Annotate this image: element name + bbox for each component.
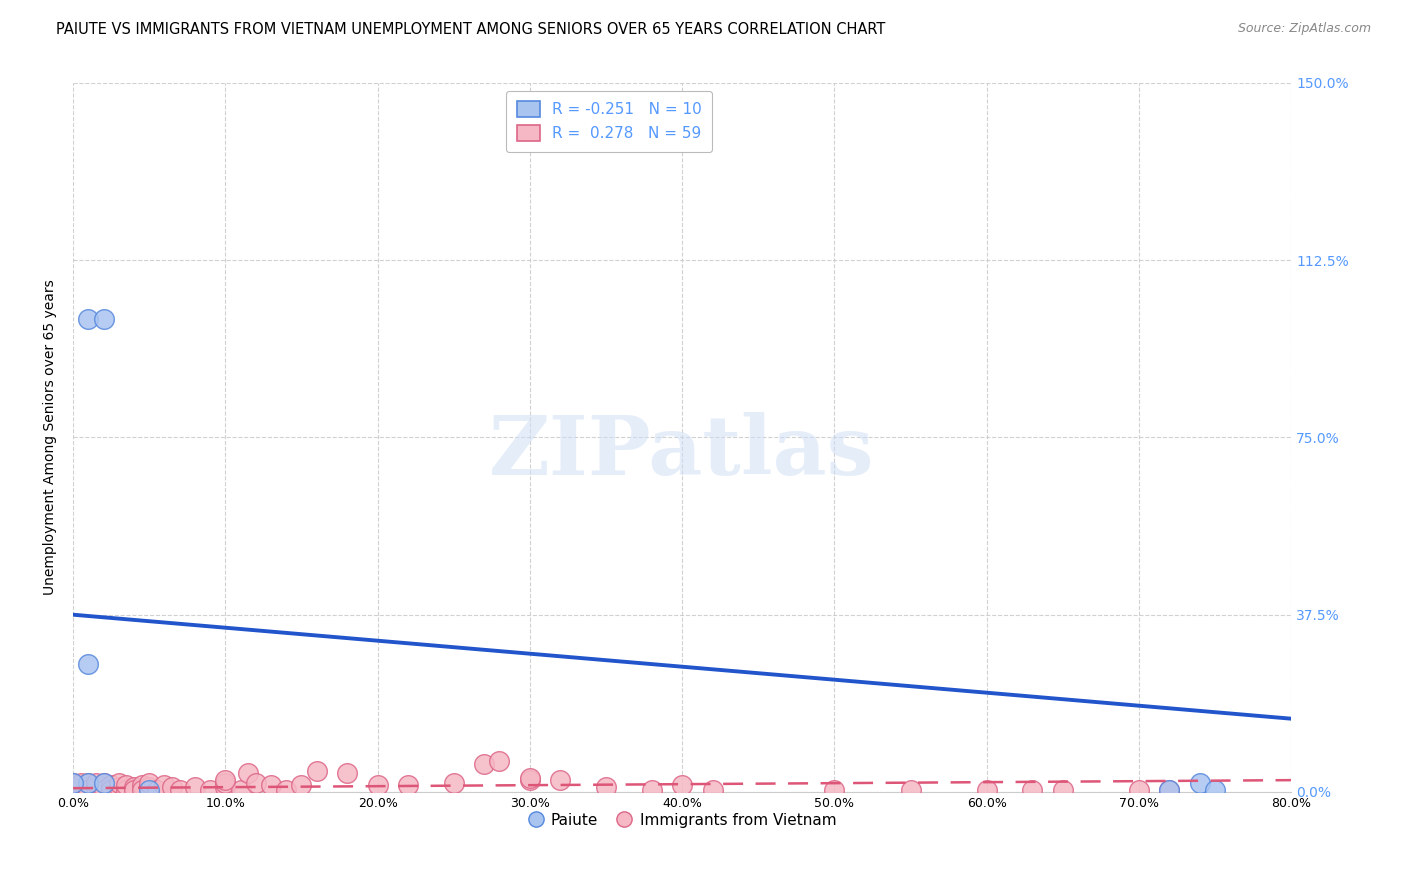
Point — [1204, 782, 1226, 797]
Point — [138, 775, 160, 789]
Point — [77, 780, 100, 795]
Text: Source: ZipAtlas.com: Source: ZipAtlas.com — [1237, 22, 1371, 36]
Point — [1128, 782, 1150, 797]
Point — [276, 782, 298, 797]
Point — [519, 771, 541, 785]
Point — [1188, 775, 1211, 789]
Point — [62, 775, 84, 789]
Point — [260, 778, 283, 792]
Point — [77, 312, 100, 326]
Point — [122, 782, 145, 797]
Point — [93, 775, 115, 789]
Point — [69, 775, 91, 789]
Point — [214, 773, 236, 788]
Point — [198, 782, 221, 797]
Point — [77, 775, 100, 789]
Point — [77, 657, 100, 672]
Point — [107, 780, 129, 795]
Point — [100, 782, 122, 797]
Point — [131, 778, 153, 792]
Text: PAIUTE VS IMMIGRANTS FROM VIETNAM UNEMPLOYMENT AMONG SENIORS OVER 65 YEARS CORRE: PAIUTE VS IMMIGRANTS FROM VIETNAM UNEMPL… — [56, 22, 886, 37]
Point — [305, 764, 328, 778]
Point — [229, 782, 252, 797]
Point — [290, 778, 312, 792]
Point — [550, 773, 572, 788]
Legend: Paiute, Immigrants from Vietnam: Paiute, Immigrants from Vietnam — [522, 806, 842, 834]
Y-axis label: Unemployment Among Seniors over 65 years: Unemployment Among Seniors over 65 years — [44, 279, 58, 595]
Point — [1052, 782, 1074, 797]
Point — [671, 778, 693, 792]
Point — [107, 775, 129, 789]
Point — [976, 782, 998, 797]
Point — [69, 780, 91, 795]
Point — [153, 778, 176, 792]
Point — [93, 775, 115, 789]
Point — [122, 780, 145, 795]
Point — [472, 756, 495, 771]
Point — [367, 778, 389, 792]
Point — [100, 778, 122, 792]
Point — [146, 782, 169, 797]
Text: ZIPatlas: ZIPatlas — [489, 411, 875, 491]
Point — [77, 775, 100, 789]
Point — [169, 782, 191, 797]
Point — [396, 778, 419, 792]
Point — [1021, 782, 1043, 797]
Point — [131, 782, 153, 797]
Point — [84, 775, 107, 789]
Point — [93, 782, 115, 797]
Point — [1159, 782, 1181, 797]
Point — [214, 775, 236, 789]
Point — [184, 780, 207, 795]
Point — [245, 775, 267, 789]
Point — [214, 780, 236, 795]
Point — [138, 782, 160, 797]
Point — [160, 780, 183, 795]
Point — [93, 780, 115, 795]
Point — [115, 778, 138, 792]
Point — [1159, 782, 1181, 797]
Point — [641, 782, 664, 797]
Point — [115, 782, 138, 797]
Point — [62, 775, 84, 789]
Point — [488, 754, 510, 768]
Point — [823, 782, 845, 797]
Point — [238, 766, 260, 780]
Point — [336, 766, 359, 780]
Point — [519, 773, 541, 788]
Point — [443, 775, 465, 789]
Point — [93, 312, 115, 326]
Point — [77, 782, 100, 797]
Point — [900, 782, 922, 797]
Point — [702, 782, 724, 797]
Point — [84, 780, 107, 795]
Point — [595, 780, 617, 795]
Point — [138, 780, 160, 795]
